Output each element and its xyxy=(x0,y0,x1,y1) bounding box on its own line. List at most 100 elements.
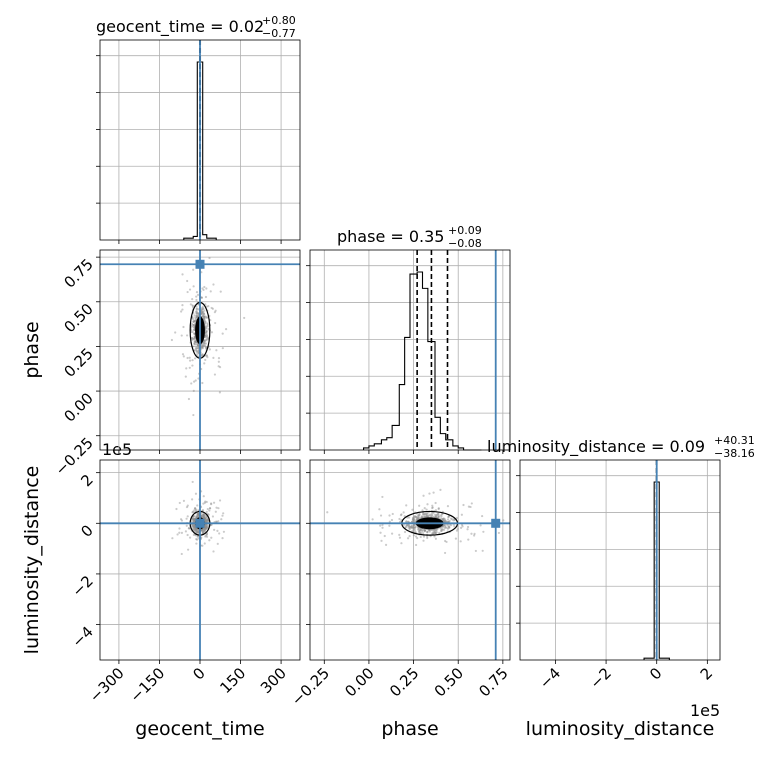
sample-point xyxy=(398,517,401,521)
sample-point xyxy=(200,346,203,349)
sample-point xyxy=(208,256,211,260)
sample-point xyxy=(214,510,217,513)
sample-point xyxy=(206,518,209,522)
sample-point xyxy=(200,528,203,532)
sample-point xyxy=(192,328,196,332)
sample-point xyxy=(203,529,206,532)
sample-point xyxy=(193,314,196,317)
sample-point xyxy=(418,531,421,534)
sample-point xyxy=(203,285,206,289)
sample-point xyxy=(411,529,414,532)
sample-point xyxy=(202,502,205,505)
sample-point xyxy=(202,515,205,518)
sample-point xyxy=(422,535,426,538)
tick-label-x: 0.25 xyxy=(386,664,422,700)
sample-point xyxy=(426,530,429,533)
sample-point xyxy=(201,313,204,316)
sample-point xyxy=(426,531,429,534)
sample-point xyxy=(420,515,423,519)
sample-point xyxy=(191,480,194,484)
sample-point xyxy=(195,351,198,354)
sample-point xyxy=(182,499,186,502)
sample-point xyxy=(439,514,443,517)
sample-point xyxy=(201,513,205,516)
sample-point xyxy=(421,529,424,532)
sample-point xyxy=(205,500,208,504)
sample-point xyxy=(201,315,204,318)
sample-point xyxy=(185,517,188,520)
panel-frame xyxy=(519,459,721,661)
sample-point xyxy=(186,533,189,537)
sample-point xyxy=(197,531,200,534)
tick-label-x: −0.25 xyxy=(288,664,333,709)
sample-point xyxy=(408,516,411,519)
tick-label-y: −4 xyxy=(68,623,96,651)
sample-point xyxy=(204,534,207,537)
sample-point xyxy=(416,517,419,520)
sample-point xyxy=(456,527,459,531)
sample-point xyxy=(470,502,473,505)
sample-point xyxy=(211,307,214,310)
sample-point xyxy=(200,312,203,315)
histogram-geocent_time xyxy=(96,39,301,244)
sample-point xyxy=(195,340,198,343)
sample-point xyxy=(193,340,197,343)
sample-point xyxy=(191,498,194,501)
sample-point xyxy=(424,515,427,518)
sample-point xyxy=(418,513,421,516)
sample-point xyxy=(421,509,424,512)
sample-point xyxy=(170,338,174,342)
sample-point xyxy=(429,515,433,518)
sample-point xyxy=(443,524,446,527)
sample-point xyxy=(416,528,420,531)
sample-point xyxy=(197,350,200,353)
sample-point xyxy=(186,290,189,294)
sample-point xyxy=(432,515,435,519)
sample-point xyxy=(411,518,414,521)
sample-point xyxy=(205,526,208,529)
sample-point xyxy=(204,320,207,323)
sample-point xyxy=(197,347,200,350)
sample-point xyxy=(441,525,445,529)
sample-point xyxy=(202,288,205,292)
sample-point xyxy=(178,531,181,534)
sample-point xyxy=(193,518,196,521)
sample-point xyxy=(440,515,443,518)
sample-point xyxy=(211,515,215,518)
sample-point xyxy=(190,329,193,332)
sample-point xyxy=(417,527,421,530)
sample-point xyxy=(439,488,442,491)
sample-point xyxy=(459,526,463,529)
sample-point xyxy=(381,523,384,526)
sample-point xyxy=(197,511,200,515)
sample-point xyxy=(191,338,194,341)
sample-point xyxy=(201,346,204,349)
sample-point xyxy=(402,511,405,514)
sample-point xyxy=(435,531,438,534)
sample-point xyxy=(412,519,415,522)
sample-point xyxy=(217,360,220,363)
sample-point xyxy=(424,529,427,532)
sample-point xyxy=(415,516,418,519)
sample-point xyxy=(205,327,208,330)
sample-point xyxy=(191,304,194,307)
sample-point xyxy=(379,514,383,517)
sample-point xyxy=(434,537,437,540)
sample-point xyxy=(419,535,422,539)
sample-point xyxy=(213,528,216,531)
sample-point xyxy=(470,532,473,535)
sample-point xyxy=(378,508,381,511)
sample-point xyxy=(204,331,207,334)
sample-point xyxy=(210,502,213,505)
sample-point xyxy=(196,513,200,516)
sample-point xyxy=(195,531,198,534)
sample-point xyxy=(171,537,174,540)
sample-point xyxy=(193,519,196,523)
sample-point xyxy=(200,514,203,517)
sample-point xyxy=(194,529,197,532)
sample-point xyxy=(408,535,411,538)
sample-point xyxy=(205,535,209,538)
sample-point xyxy=(405,504,408,507)
sample-point xyxy=(205,525,208,529)
sample-point xyxy=(192,518,196,521)
